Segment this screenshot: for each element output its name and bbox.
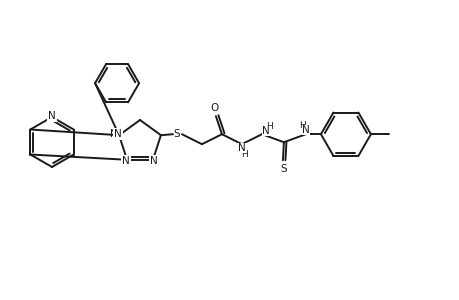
Text: N: N [48,111,56,121]
Text: N: N [262,126,269,136]
Text: S: S [173,129,180,139]
Text: H: H [266,122,273,131]
Text: N: N [48,111,56,121]
Text: N: N [150,156,157,166]
Text: H: H [299,121,306,130]
Text: N: N [302,125,309,135]
Text: N: N [122,156,129,166]
Text: H: H [241,150,248,159]
Text: O: O [210,103,218,113]
Text: N: N [237,143,245,153]
Text: N: N [114,129,122,139]
Text: N: N [122,156,129,166]
Text: N: N [110,129,118,139]
Text: N: N [150,156,157,166]
Text: S: S [280,164,286,174]
